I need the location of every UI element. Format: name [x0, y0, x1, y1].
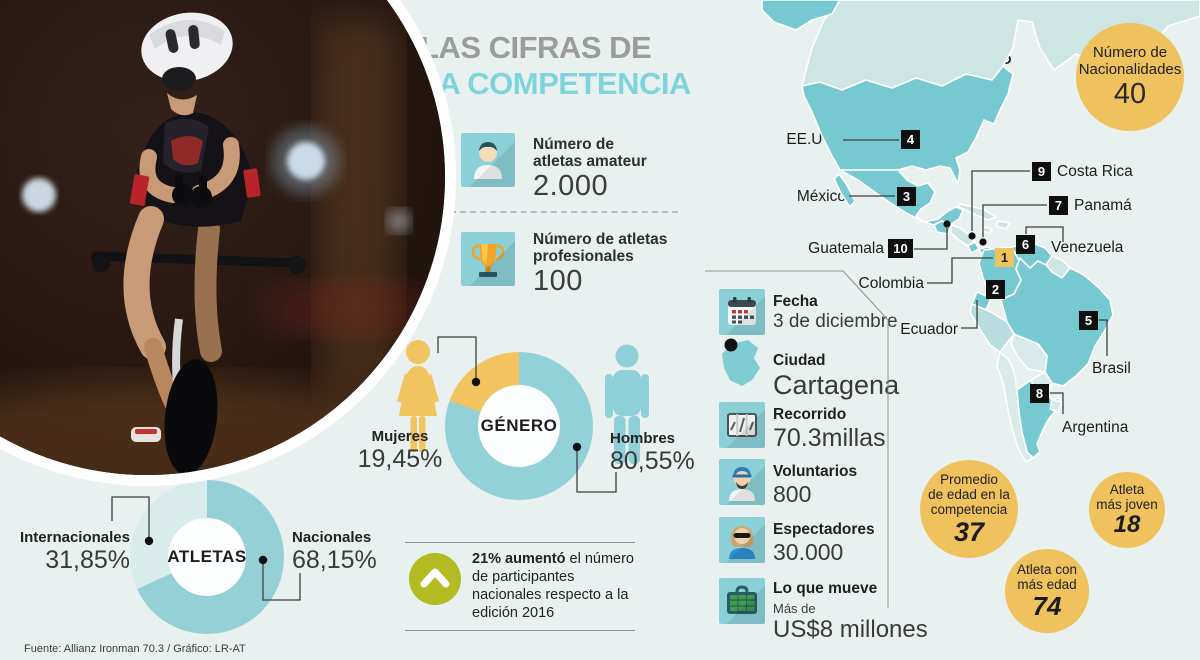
mueve-value: US$8 millones	[773, 616, 928, 643]
map-country-label-venezuela: Venezuela	[1051, 239, 1124, 256]
women-stat: Mujeres 19,45%	[352, 428, 448, 474]
average-age-label-1: Promedio	[940, 471, 998, 487]
trophy-icon	[461, 232, 515, 286]
man-icon	[605, 344, 649, 464]
map-rank-badge-guatemala: 10	[888, 239, 913, 258]
nationalities-value: 40	[1113, 77, 1147, 110]
youngest-label-2: más joven	[1096, 497, 1158, 512]
gender-donut-chart: GÉNERO	[445, 352, 593, 500]
map-rank-badge-eeuu: 4	[901, 130, 920, 149]
map-cuba	[957, 203, 997, 221]
triathlete-photo	[0, 0, 456, 486]
map-rank-badge-panama: 7	[1049, 196, 1068, 215]
nationalities-badge: Número de Nacionalidades 40	[1076, 23, 1184, 131]
oldest-athlete-badge: Atleta con más edad 74	[1005, 549, 1089, 633]
international-value: 31,85%	[45, 546, 130, 574]
national-value: 68,15%	[292, 546, 377, 574]
average-age-badge: Promedio de edad en la competencia 37	[920, 460, 1018, 558]
pro-label-1: Número de atletas	[533, 231, 668, 248]
map-rank-badge-argentina: 8	[1030, 384, 1049, 403]
oldest-value: 74	[1032, 591, 1062, 621]
average-age-label-3: competencia	[930, 501, 1008, 517]
international-stat: Internacionales 31,85%	[16, 529, 130, 575]
amateur-value: 2.000	[533, 170, 609, 202]
amateur-label-2: atletas amateur	[533, 153, 647, 170]
athletes-donut-chart: ATLETAS	[130, 480, 284, 634]
americas-map	[761, 0, 1200, 463]
pro-value: 100	[533, 265, 583, 297]
map-rank-badge-mexico: 3	[897, 187, 916, 206]
amateur-athlete-icon	[461, 133, 515, 187]
map-country-label-panama: Panamá	[1074, 197, 1132, 214]
men-stat: Hombres 80,55%	[610, 430, 695, 476]
map-jamaica	[981, 226, 993, 234]
pro-stat: Número de atletas profesionales 100	[533, 231, 667, 298]
map-rank-badge-brasil: 5	[1079, 311, 1098, 330]
map-bolivia	[1010, 333, 1048, 373]
oldest-label-1: Atleta con	[1016, 562, 1078, 577]
international-label: Internacionales	[19, 529, 130, 546]
map-country-label-guatemala: Guatemala	[808, 240, 884, 257]
stats-divider	[450, 211, 678, 213]
pro-label-2: profesionales	[533, 248, 634, 265]
women-value: 19,45%	[357, 445, 443, 473]
nationalities-label-1: Número de	[1092, 43, 1168, 61]
growth-note: 21% aumentó el número de participantes n…	[472, 550, 640, 622]
youngest-label-1: Atleta	[1109, 482, 1145, 497]
map-hispaniola	[995, 220, 1011, 230]
national-label: Nacionales	[292, 529, 372, 546]
map-country-label-mexico: México	[796, 188, 846, 205]
title-line-1: LAS CIFRAS DE	[420, 30, 652, 65]
source-credit: Fuente: Allianz Ironman 70.3 / Gráfico: …	[24, 643, 246, 655]
women-label: Mujeres	[371, 428, 429, 445]
map-rank-badge-colombia: 1	[995, 248, 1014, 267]
average-age-value: 37	[953, 516, 985, 547]
map-baja	[833, 173, 856, 208]
men-label: Hombres	[610, 430, 676, 447]
growth-note-bold: 21% aumentó	[472, 551, 566, 567]
map-country-label-costa-rica: Costa Rica	[1057, 163, 1133, 180]
page-title: LAS CIFRAS DE LA COMPETENCIA	[420, 30, 691, 102]
map-alaska	[761, 0, 841, 31]
oldest-label-2: más edad	[1017, 577, 1077, 592]
nationalities-label-2: Nacionalidades	[1078, 60, 1182, 78]
amateur-stat: Número de atletas amateur 2.000	[533, 136, 647, 203]
average-age-label-2: de edad en la	[928, 486, 1010, 502]
growth-note-rest: el número de participantes nacionales re…	[472, 551, 634, 621]
map-rank-badge-costa-rica: 9	[1032, 162, 1051, 181]
youngest-athlete-badge: Atleta más joven 18	[1089, 472, 1165, 548]
triathlete-illustration	[0, 0, 445, 475]
woman-icon	[397, 340, 439, 452]
map-country-label-ecuador: Ecuador	[900, 321, 958, 338]
increase-arrow-icon	[409, 553, 461, 605]
map-rank-badge-venezuela: 6	[1016, 235, 1035, 254]
amateur-label-1: Número de	[533, 136, 614, 153]
national-stat: Nacionales 68,15%	[292, 529, 377, 575]
map-rank-badge-ecuador: 2	[986, 280, 1005, 299]
map-uruguay	[1049, 399, 1063, 413]
map-central-america	[950, 224, 975, 247]
map-country-label-argentina: Argentina	[1062, 419, 1129, 436]
men-value: 80,55%	[610, 447, 695, 475]
map-country-label-brasil: Brasil	[1092, 360, 1131, 377]
gender-chart-title: GÉNERO	[480, 416, 558, 435]
note-divider-top	[405, 542, 635, 543]
youngest-value: 18	[1113, 511, 1141, 538]
title-line-2: LA COMPETENCIA	[420, 66, 691, 101]
note-divider-bottom	[405, 630, 635, 631]
athletes-chart-title: ATLETAS	[167, 547, 247, 566]
